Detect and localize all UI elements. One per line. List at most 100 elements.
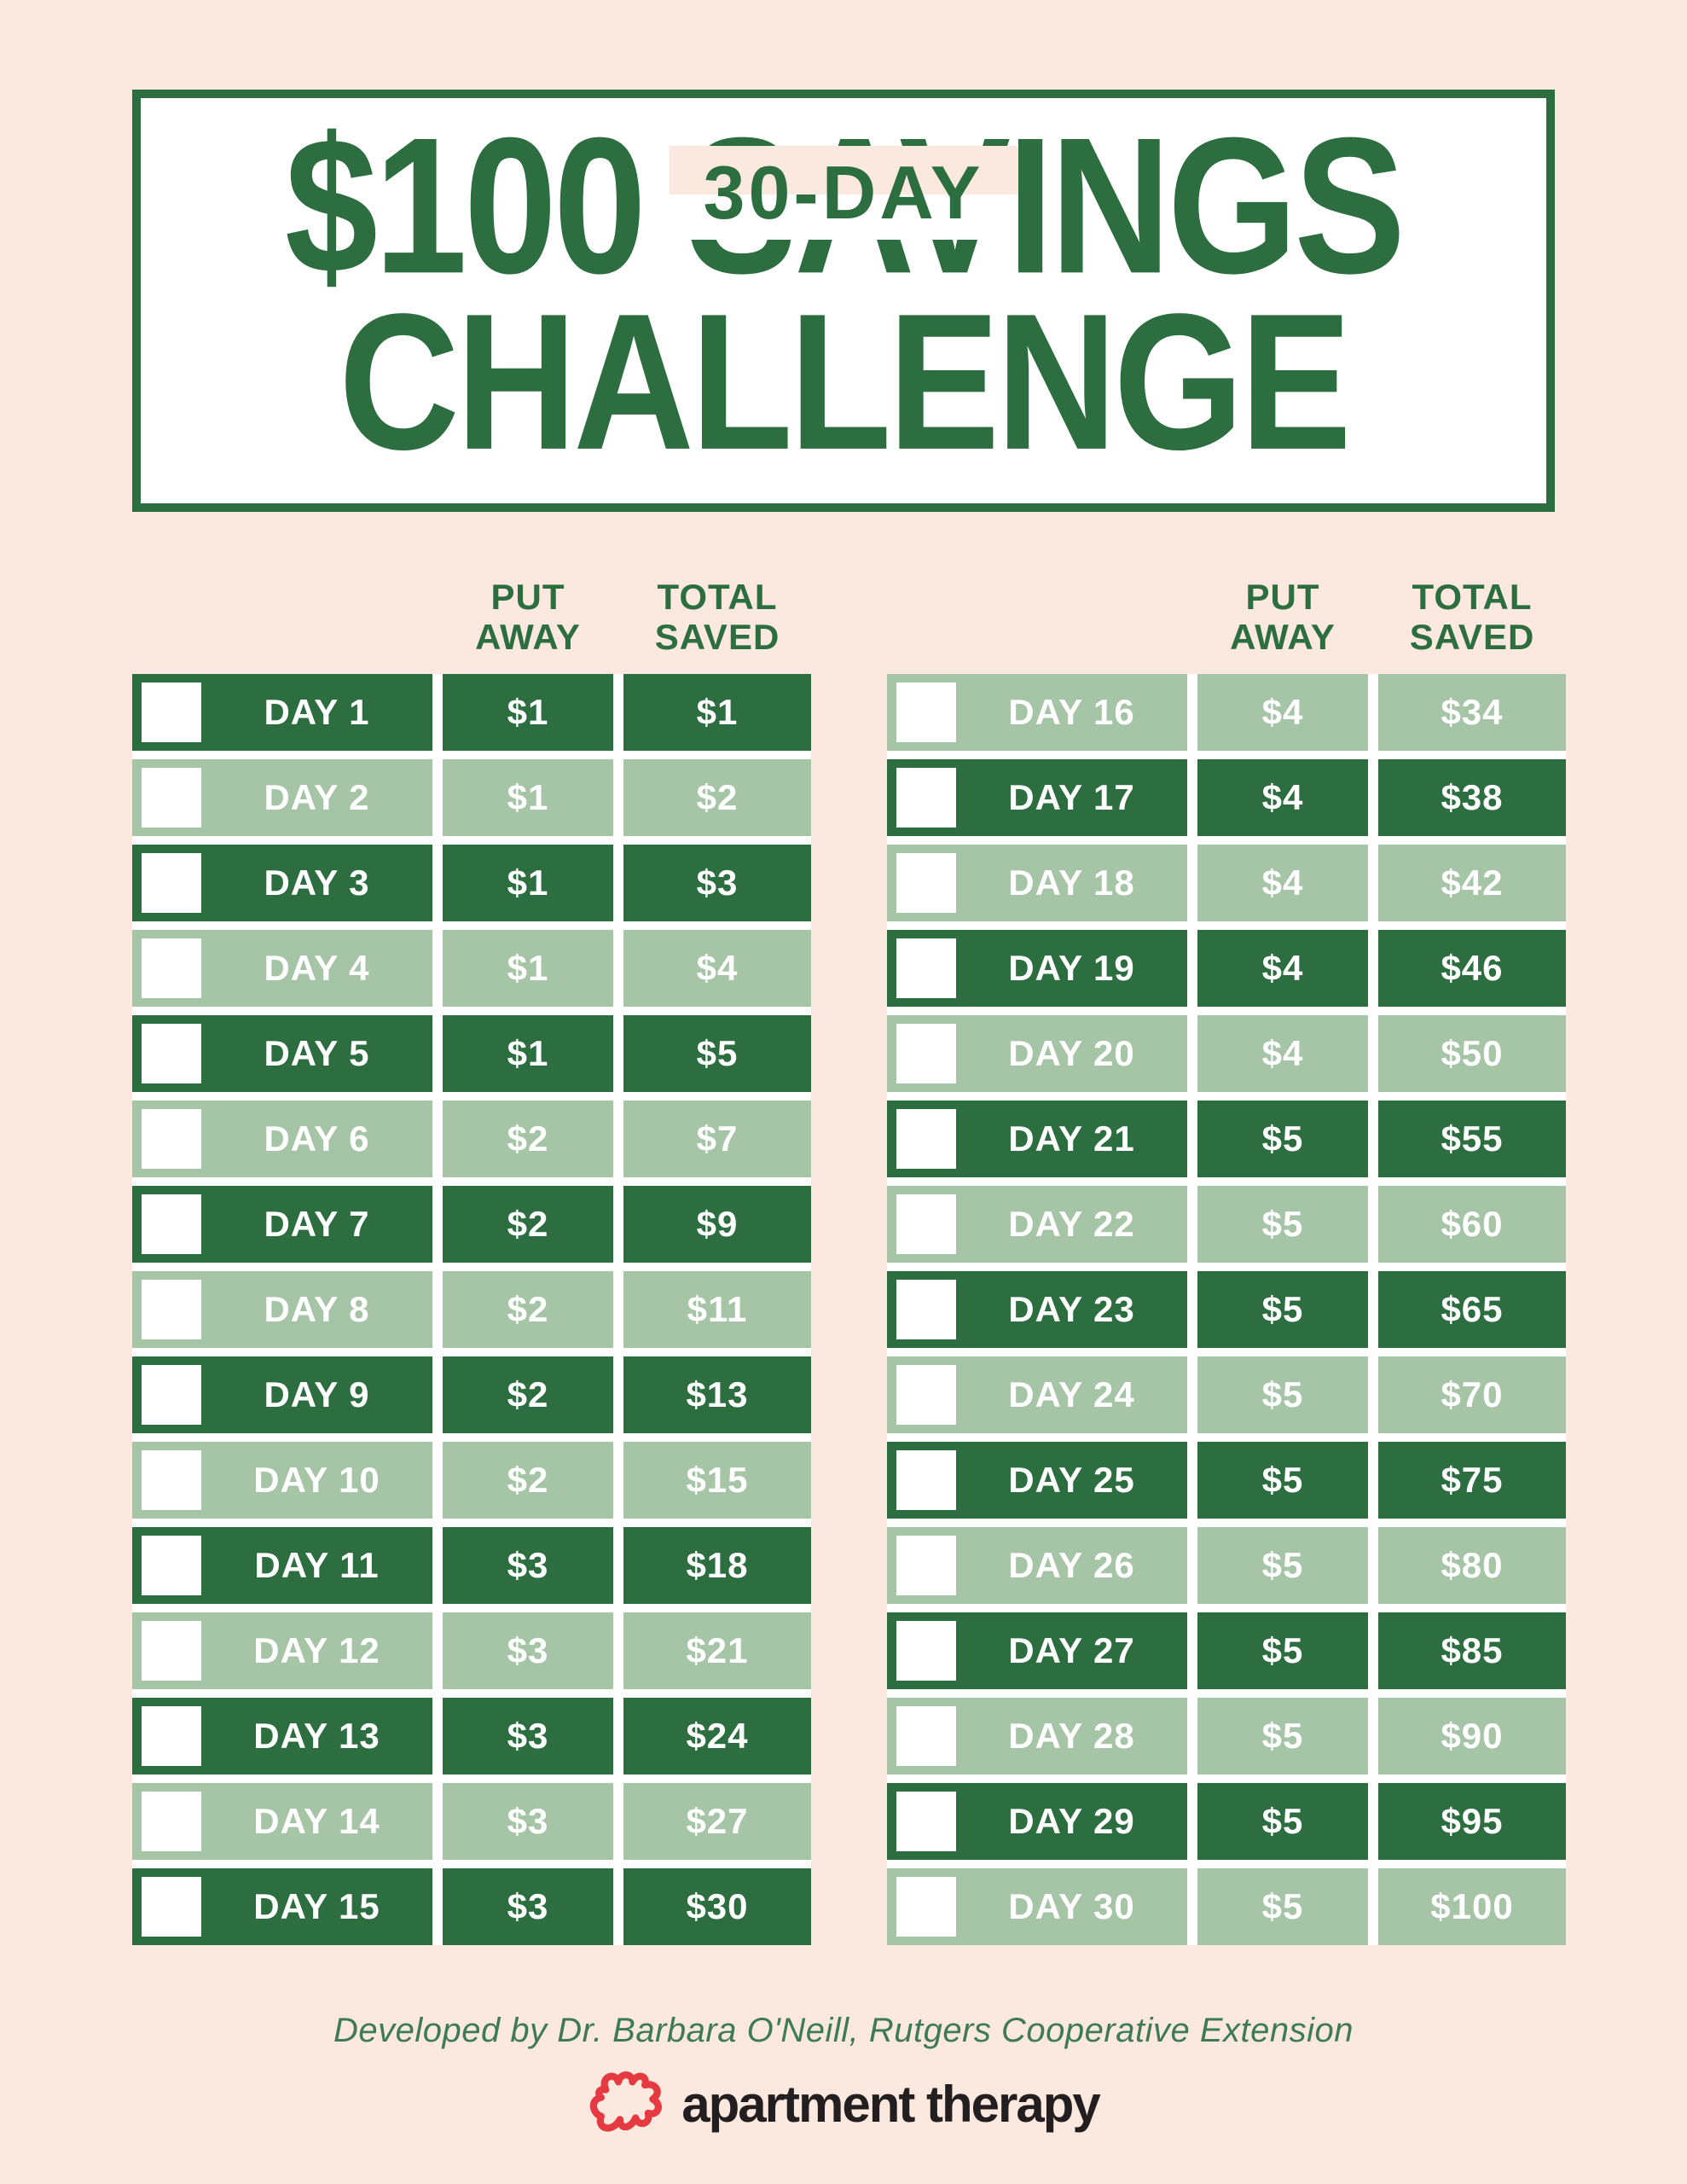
- day-checkbox[interactable]: [896, 938, 956, 998]
- day-checkbox[interactable]: [896, 682, 956, 742]
- day-label: DAY 12: [253, 1630, 380, 1670]
- day-label: DAY 10: [253, 1460, 380, 1500]
- total-saved-cell: $100: [1378, 1868, 1566, 1945]
- day-cell: DAY 24: [887, 1356, 1187, 1433]
- put-away-cell: $1: [443, 674, 613, 751]
- day-label: DAY 24: [1008, 1374, 1135, 1414]
- savings-table-days-1-15: DAY 1 $1 $1 DAY 2 $1 $2 DAY 3 $1 $3 DAY …: [132, 674, 811, 1945]
- day-checkbox[interactable]: [896, 1621, 956, 1681]
- total-saved-cell: $50: [1378, 1015, 1566, 1092]
- day-checkbox[interactable]: [896, 1280, 956, 1339]
- total-saved-header-left: TOTAL SAVED: [623, 577, 811, 665]
- day-checkbox[interactable]: [896, 1536, 956, 1595]
- day-checkbox[interactable]: [142, 1706, 201, 1766]
- total-saved-cell: $95: [1378, 1783, 1566, 1860]
- day-label: DAY 18: [1008, 863, 1135, 903]
- total-saved-cell: $5: [623, 1015, 811, 1092]
- day-checkbox[interactable]: [142, 1450, 201, 1510]
- day-label: DAY 9: [264, 1374, 370, 1414]
- total-saved-cell: $42: [1378, 845, 1566, 921]
- day-label: DAY 2: [264, 777, 370, 817]
- day-checkbox[interactable]: [142, 1109, 201, 1169]
- put-away-cell: $1: [443, 759, 613, 836]
- day-checkbox[interactable]: [896, 1450, 956, 1510]
- total-saved-cell: $70: [1378, 1356, 1566, 1433]
- day-checkbox[interactable]: [896, 1109, 956, 1169]
- day-label: DAY 23: [1008, 1289, 1135, 1329]
- day-checkbox[interactable]: [142, 768, 201, 828]
- put-away-cell: $4: [1197, 759, 1368, 836]
- day-checkbox[interactable]: [896, 853, 956, 913]
- put-away-cell: $4: [1197, 1015, 1368, 1092]
- day-checkbox[interactable]: [142, 1536, 201, 1595]
- day-checkbox[interactable]: [142, 853, 201, 913]
- day-cell: DAY 1: [132, 674, 432, 751]
- day-checkbox[interactable]: [142, 1024, 201, 1083]
- day-checkbox[interactable]: [142, 1792, 201, 1851]
- day-cell: DAY 22: [887, 1186, 1187, 1263]
- total-saved-header-line2: SAVED: [654, 617, 780, 657]
- put-away-header-line1: PUT: [1245, 577, 1320, 617]
- total-saved-cell: $18: [623, 1527, 811, 1604]
- total-saved-cell: $34: [1378, 674, 1566, 751]
- total-saved-cell: $11: [623, 1271, 811, 1348]
- badge-30-day: 30-DAY: [669, 146, 1018, 240]
- put-away-cell: $3: [443, 1698, 613, 1774]
- put-away-cell: $3: [443, 1612, 613, 1689]
- brand-wordmark: apartment therapy: [681, 2075, 1100, 2133]
- day-label: DAY 20: [1008, 1033, 1135, 1073]
- day-checkbox[interactable]: [896, 1365, 956, 1425]
- day-label: DAY 19: [1008, 948, 1135, 988]
- day-cell: DAY 19: [887, 930, 1187, 1007]
- put-away-header-line2: AWAY: [1230, 617, 1336, 657]
- total-saved-cell: $27: [623, 1783, 811, 1860]
- day-label: DAY 5: [264, 1033, 370, 1073]
- day-label: DAY 28: [1008, 1716, 1135, 1756]
- put-away-cell: $5: [1197, 1612, 1368, 1689]
- put-away-cell: $5: [1197, 1442, 1368, 1519]
- day-checkbox[interactable]: [142, 1621, 201, 1681]
- total-saved-cell: $30: [623, 1868, 811, 1945]
- total-saved-cell: $7: [623, 1101, 811, 1177]
- day-cell: DAY 18: [887, 845, 1187, 921]
- put-away-cell: $3: [443, 1868, 613, 1945]
- day-checkbox[interactable]: [896, 1792, 956, 1851]
- day-cell: DAY 14: [132, 1783, 432, 1860]
- day-checkbox[interactable]: [142, 1194, 201, 1254]
- day-label: DAY 27: [1008, 1630, 1135, 1670]
- total-saved-cell: $60: [1378, 1186, 1566, 1263]
- day-checkbox[interactable]: [896, 1024, 956, 1083]
- put-away-header-right: PUT AWAY: [1197, 577, 1368, 665]
- total-saved-cell: $38: [1378, 759, 1566, 836]
- day-label: DAY 16: [1008, 692, 1135, 732]
- day-checkbox[interactable]: [896, 1706, 956, 1766]
- day-cell: DAY 2: [132, 759, 432, 836]
- total-saved-header-line2: SAVED: [1409, 617, 1535, 657]
- total-saved-cell: $65: [1378, 1271, 1566, 1348]
- put-away-cell: $2: [443, 1186, 613, 1263]
- day-checkbox[interactable]: [896, 1877, 956, 1937]
- day-checkbox[interactable]: [142, 1280, 201, 1339]
- day-cell: DAY 16: [887, 674, 1187, 751]
- day-label: DAY 13: [253, 1716, 380, 1756]
- day-checkbox[interactable]: [142, 682, 201, 742]
- total-saved-cell: $1: [623, 674, 811, 751]
- put-away-cell: $2: [443, 1442, 613, 1519]
- day-cell: DAY 3: [132, 845, 432, 921]
- put-away-cell: $5: [1197, 1698, 1368, 1774]
- day-checkbox[interactable]: [896, 768, 956, 828]
- put-away-cell: $5: [1197, 1101, 1368, 1177]
- day-cell: DAY 9: [132, 1356, 432, 1433]
- total-saved-cell: $21: [623, 1612, 811, 1689]
- total-saved-cell: $75: [1378, 1442, 1566, 1519]
- day-cell: DAY 17: [887, 759, 1187, 836]
- day-cell: DAY 25: [887, 1442, 1187, 1519]
- day-cell: DAY 21: [887, 1101, 1187, 1177]
- day-checkbox[interactable]: [142, 1877, 201, 1937]
- put-away-cell: $5: [1197, 1868, 1368, 1945]
- day-checkbox[interactable]: [896, 1194, 956, 1254]
- day-checkbox[interactable]: [142, 1365, 201, 1425]
- total-saved-header-right: TOTAL SAVED: [1378, 577, 1566, 665]
- day-checkbox[interactable]: [142, 938, 201, 998]
